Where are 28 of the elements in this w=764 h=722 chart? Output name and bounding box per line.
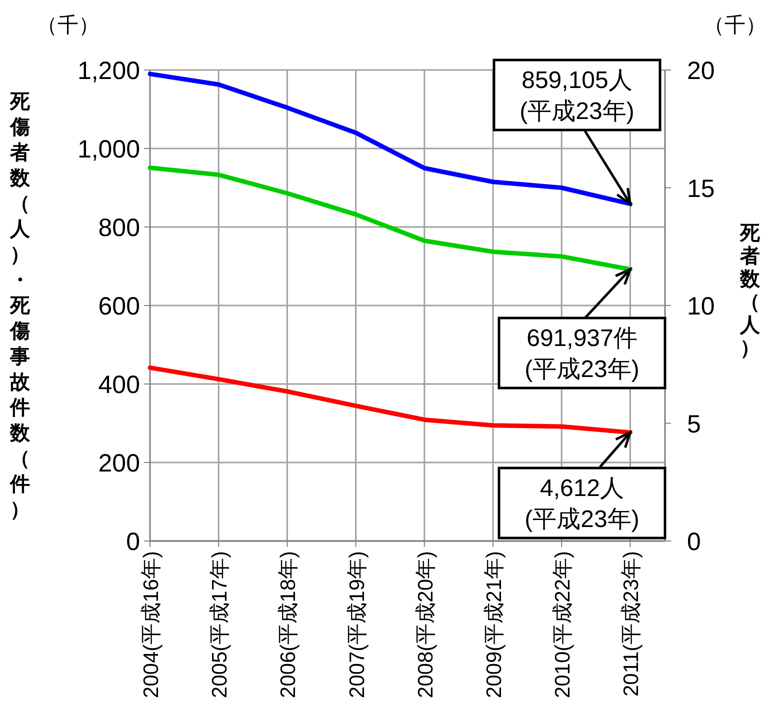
y-tick-label: 600	[98, 292, 140, 320]
y2-axis-title: 死者数（人）	[739, 222, 761, 360]
x-tick-label: 2007(平成19年)	[346, 551, 369, 698]
annotation: 691,937件 (平成23年)	[524, 325, 640, 383]
x-tick-label: 2009(平成21年)	[483, 551, 506, 698]
x-tick-label: 2010(平成22年)	[552, 551, 575, 698]
x-tick-label: 2011(平成23年)	[620, 551, 644, 697]
text: 死傷者数（人）・死傷事故件数（件）	[10, 91, 30, 521]
y-tick-label: 400	[98, 371, 140, 399]
x-tick-label: 2005(平成17年)	[208, 551, 232, 698]
y-tick-label: 800	[98, 214, 140, 242]
y-tick-label: 0	[126, 528, 140, 556]
y-tick-label: 1,200	[77, 57, 140, 85]
x-tick-label: 2004(平成16年)	[140, 551, 163, 698]
x-tick-label: 2006(平成18年)	[277, 551, 300, 698]
y2-tick-label: 20	[687, 57, 715, 85]
y2-tick-label: 0	[687, 528, 701, 556]
y-tick-label: 1,000	[77, 136, 140, 164]
line-series	[148, 165, 632, 272]
text: （千）	[36, 14, 100, 37]
text: （千）	[704, 14, 764, 37]
y2-tick-label: 10	[687, 292, 715, 320]
x-tick-label: 2008(平成20年)	[414, 551, 438, 698]
y2-tick-label: 5	[687, 410, 701, 438]
y2-tick-label: 15	[687, 174, 715, 203]
y-tick-label: 200	[98, 450, 140, 478]
annotation: 4,612人 (平成23年)	[524, 475, 640, 533]
annotation: 859,105人 (平成23年)	[520, 67, 634, 125]
